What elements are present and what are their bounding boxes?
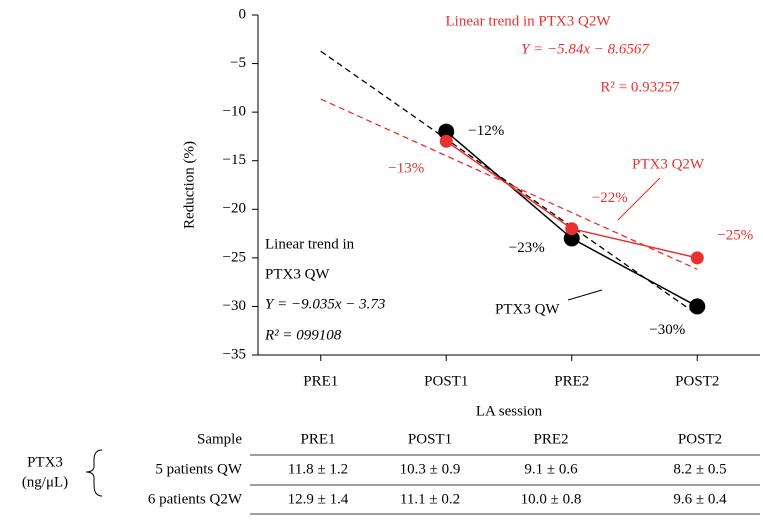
table-cell: POST2 <box>678 431 722 447</box>
y-tick-label: −20 <box>223 201 246 217</box>
table-cell: 9.1 ± 0.6 <box>524 461 578 477</box>
table-cell: 8.2 ± 0.5 <box>673 461 726 477</box>
point <box>438 123 455 140</box>
table-cell: POST1 <box>408 431 452 447</box>
x-tick-label: PRE2 <box>554 373 589 389</box>
x-tick-label: POST1 <box>424 373 468 389</box>
group-label: PTX3 <box>27 454 63 470</box>
trend-title: Linear trend in PTX3 Q2W <box>446 13 612 29</box>
data-label: −22% <box>592 190 628 206</box>
table-cell: PRE1 <box>300 431 335 447</box>
series-label: PTX3 Q2W <box>632 156 705 172</box>
trend-r2: R² = 099108 <box>264 327 342 343</box>
brace <box>85 449 103 497</box>
table-cell: PRE2 <box>533 431 568 447</box>
callout-line <box>567 289 603 301</box>
x-tick-label: POST2 <box>675 373 719 389</box>
trend-equation: Y = −9.035x − 3.73 <box>265 296 385 312</box>
data-label: −23% <box>509 240 545 256</box>
y-tick-label: −10 <box>223 104 246 120</box>
table-cell: 10.0 ± 0.8 <box>521 491 582 507</box>
table-cell: 9.6 ± 0.4 <box>673 491 727 507</box>
point <box>565 222 579 236</box>
y-tick-label: 0 <box>239 6 247 22</box>
trend-r2: R² = 0.93257 <box>600 79 680 95</box>
table-cell: 12.9 ± 1.4 <box>288 491 349 507</box>
row-label: 6 patients Q2W <box>148 491 243 507</box>
data-label: −25% <box>717 227 753 243</box>
table-cell: 11.1 ± 0.2 <box>400 491 460 507</box>
group-label: (ng/μL) <box>22 474 68 490</box>
y-tick-label: −25 <box>223 249 246 265</box>
trend-line <box>320 98 698 270</box>
y-tick-label: −5 <box>230 55 246 71</box>
point <box>690 251 704 265</box>
table-cell: 11.8 ± 1.2 <box>288 461 348 477</box>
point <box>689 298 706 315</box>
point <box>563 230 580 247</box>
x-axis-label: LA session <box>476 403 543 419</box>
x-tick-label: PRE1 <box>303 373 338 389</box>
trend-equation: Y = −5.84x − 8.6567 <box>521 41 650 57</box>
table: PTX3 (ng/μL) <box>22 449 103 497</box>
table-cell: 10.3 ± 0.9 <box>400 461 461 477</box>
data-label: −30% <box>649 322 685 338</box>
y-tick-label: −15 <box>223 152 246 168</box>
data-label: −13% <box>388 161 424 177</box>
row-label: 5 patients QW <box>155 461 242 477</box>
trend-line <box>320 50 698 316</box>
callout-line <box>617 177 661 221</box>
y-tick-label: −35 <box>223 346 246 362</box>
trend-subtitle: PTX3 QW <box>265 266 330 282</box>
y-axis-label: Reduction (%) <box>181 141 197 229</box>
series-label: PTX3 QW <box>495 301 560 317</box>
data-label: −12% <box>468 123 504 139</box>
y-tick-label: −30 <box>223 298 246 314</box>
point <box>439 134 453 148</box>
trend-title: Linear trend in <box>265 236 355 252</box>
row-label: Sample <box>197 431 242 447</box>
